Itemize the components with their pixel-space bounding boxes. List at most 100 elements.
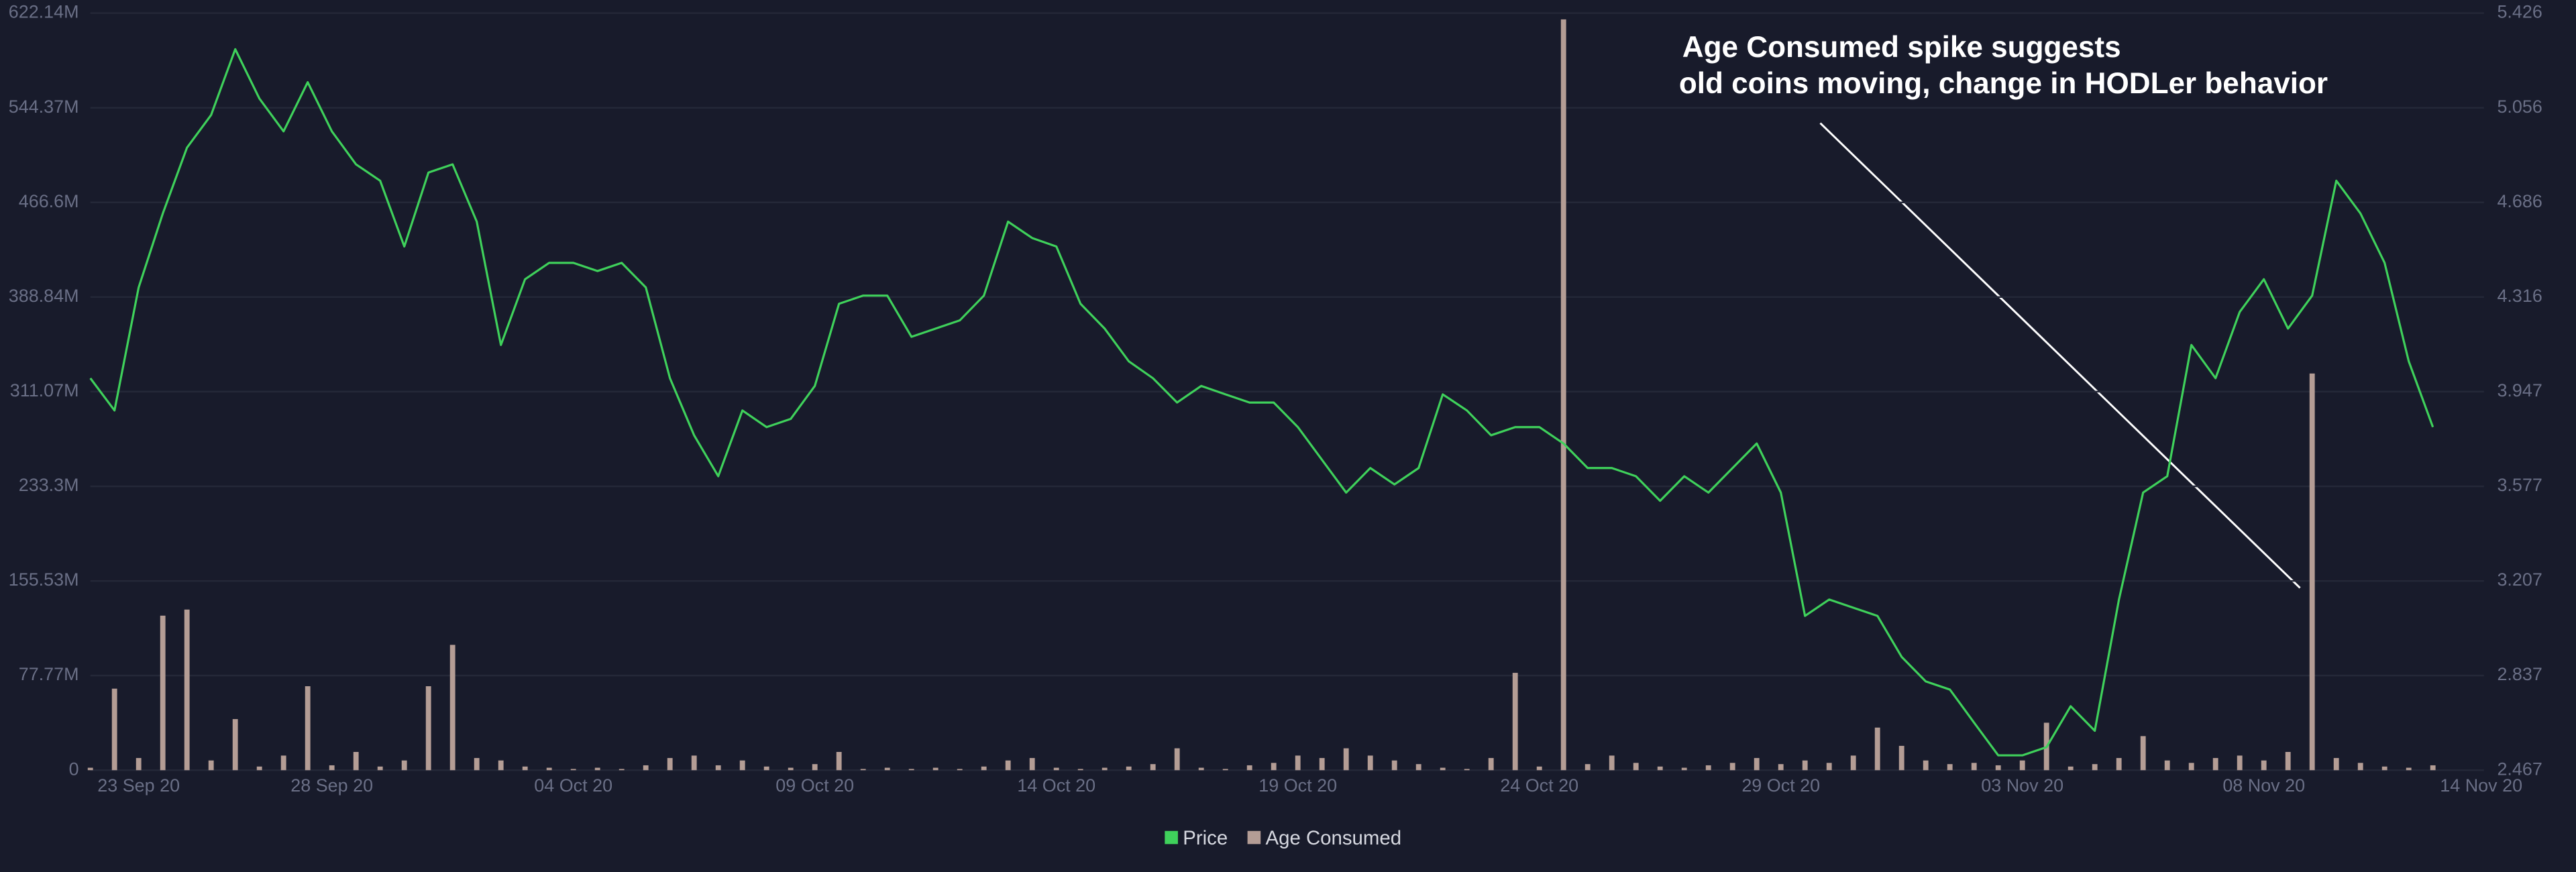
x-tick-label: 03 Nov 20 [1981, 775, 2063, 796]
bar [570, 769, 576, 771]
bar [619, 769, 625, 771]
bar [2406, 767, 2412, 771]
legend-swatch [1247, 830, 1261, 844]
y2-tick-label: 3.947 [2497, 380, 2542, 400]
x-tick-label: 28 Sep 20 [290, 775, 373, 796]
bar [1029, 758, 1035, 771]
bar [1126, 766, 1132, 771]
bar [1271, 763, 1277, 771]
bar [1415, 764, 1421, 771]
bar [691, 755, 697, 771]
bar [2357, 763, 2363, 771]
bar [1005, 760, 1011, 771]
bar [1536, 766, 1542, 771]
bar [812, 764, 818, 771]
bar [1488, 758, 1494, 771]
bar [1874, 727, 1880, 771]
bar [184, 609, 190, 771]
x-tick-label: 08 Nov 20 [2222, 775, 2305, 796]
bar [860, 769, 866, 771]
x-tick-label: 24 Oct 20 [1500, 775, 1578, 796]
bar [1947, 764, 1953, 771]
bar [2164, 760, 2170, 771]
bar [1512, 673, 1518, 771]
bar [1295, 755, 1301, 771]
bar [1053, 767, 1059, 771]
bar [643, 765, 649, 771]
y-tick-label: 0 [69, 759, 79, 779]
bar [449, 645, 455, 771]
bar [1609, 755, 1615, 771]
bar [715, 765, 721, 771]
bar [1657, 766, 1663, 771]
bar [1246, 765, 1252, 771]
bar [1633, 763, 1639, 771]
bar [1174, 748, 1180, 771]
bar [1585, 764, 1591, 771]
bar [546, 767, 552, 771]
bar [908, 769, 914, 771]
bar [2116, 758, 2122, 771]
bar [87, 767, 93, 771]
x-tick-label: 29 Oct 20 [1741, 775, 1820, 796]
bar [1681, 767, 1687, 771]
y-tick-label: 622.14M [9, 2, 79, 22]
bar [136, 758, 142, 771]
x-tick-label: 23 Sep 20 [97, 775, 180, 796]
bar [1150, 764, 1156, 771]
legend-label: Age Consumed [1266, 827, 1402, 849]
bar [1560, 19, 1566, 771]
bar [594, 767, 600, 771]
bar [208, 760, 214, 771]
bar [1102, 767, 1108, 771]
y-tick-label: 388.84M [9, 286, 79, 306]
y2-tick-label: 2.837 [2497, 664, 2542, 684]
bar [1319, 758, 1325, 771]
bar [1898, 745, 1904, 771]
bar [2140, 736, 2146, 771]
y2-tick-label: 2.467 [2497, 759, 2542, 779]
bar [1778, 764, 1784, 771]
bar [1391, 760, 1397, 771]
x-tick-label: 19 Oct 20 [1258, 775, 1337, 796]
bar [957, 769, 963, 771]
bar [498, 760, 504, 771]
y-tick-label: 77.77M [19, 664, 79, 684]
bar [667, 758, 673, 771]
bar [836, 751, 842, 771]
bar [2261, 760, 2267, 771]
annotation-text: Age Consumed spike suggests [1682, 31, 2121, 64]
bar [2212, 758, 2218, 771]
bar [1802, 760, 1808, 771]
bar [763, 766, 769, 771]
y2-tick-label: 5.426 [2497, 2, 2542, 22]
bar [2068, 766, 2074, 771]
bar [305, 686, 311, 771]
bar [1198, 767, 1204, 771]
legend-label: Price [1183, 827, 1228, 849]
bar [981, 766, 987, 771]
y-tick-label: 233.3M [19, 475, 79, 495]
y2-tick-label: 5.056 [2497, 97, 2542, 117]
bar [256, 766, 262, 771]
annotation-arrow [1819, 122, 2301, 589]
x-tick-label: 09 Oct 20 [775, 775, 854, 796]
y2-tick-label: 4.686 [2497, 191, 2542, 211]
bar [2430, 765, 2436, 771]
bar [2309, 373, 2315, 771]
bar [111, 688, 117, 771]
y2-tick-label: 3.207 [2497, 569, 2542, 590]
y-tick-label: 466.6M [19, 191, 79, 211]
bar [884, 767, 890, 771]
bar [1343, 748, 1349, 771]
bar [280, 755, 286, 771]
bar [1077, 769, 1083, 771]
x-tick-label: 14 Oct 20 [1017, 775, 1095, 796]
bar [2092, 764, 2098, 771]
bar [425, 686, 431, 771]
bar [1754, 758, 1760, 771]
bar [788, 767, 794, 771]
bar [2188, 763, 2194, 771]
